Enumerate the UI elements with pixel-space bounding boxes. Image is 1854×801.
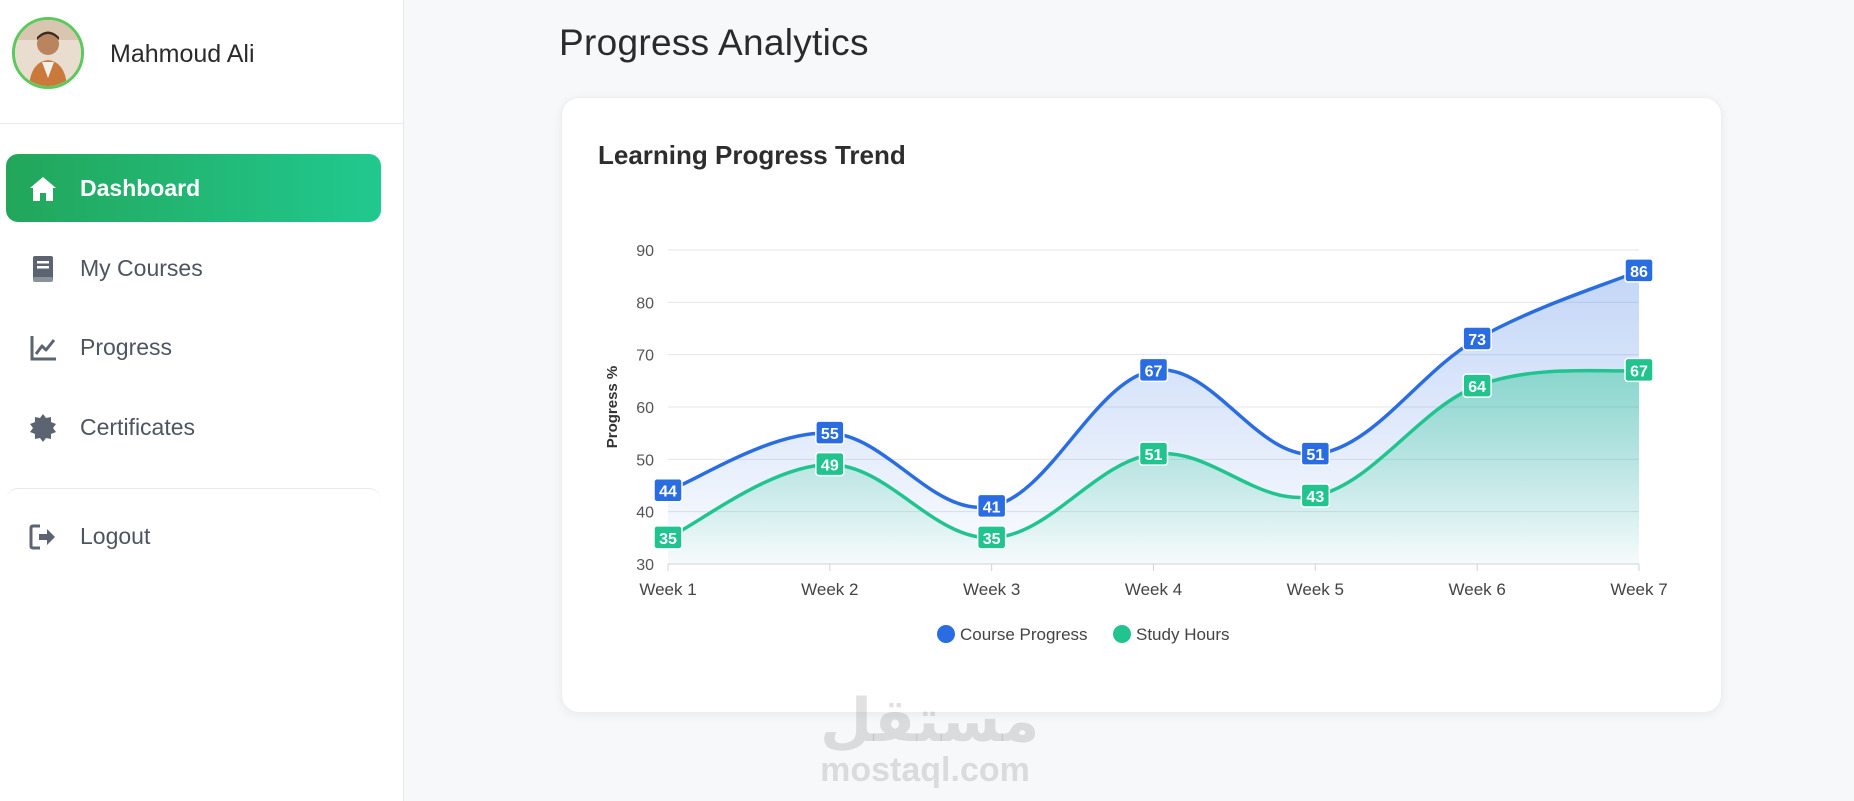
data-label-box bbox=[1138, 357, 1169, 383]
data-label: 51 bbox=[1145, 447, 1163, 464]
data-label: 35 bbox=[659, 531, 677, 548]
data-label: 44 bbox=[659, 484, 677, 501]
x-tick-label: Week 7 bbox=[1610, 580, 1667, 599]
y-tick-label: 40 bbox=[636, 505, 654, 522]
data-label-box bbox=[1138, 441, 1169, 466]
progress-chart: 30 40 50 60 70 80 90 Week 1 Week 2 Week 3 Week 4 We… bbox=[604, 243, 1668, 644]
y-axis-label: Progress % bbox=[604, 366, 621, 449]
data-label: 67 bbox=[1630, 363, 1648, 380]
series-area bbox=[668, 370, 1639, 564]
sidebar-item-progress[interactable]: Progress bbox=[6, 313, 381, 381]
watermark: مستقل mostaql.com bbox=[820, 686, 1040, 789]
card-title: Learning Progress Trend bbox=[598, 140, 906, 170]
sidebar-item-label: Dashboard bbox=[80, 175, 201, 201]
data-label-box bbox=[1624, 357, 1654, 383]
watermark-arabic: مستقل bbox=[820, 686, 1040, 756]
book-icon bbox=[28, 254, 58, 284]
x-tick-label: Week 5 bbox=[1287, 580, 1344, 599]
logout-button[interactable]: Logout bbox=[6, 502, 381, 570]
sidebar-item-label: Progress bbox=[80, 334, 173, 360]
profile-header: Mahmoud Ali bbox=[0, 0, 403, 124]
data-label-box bbox=[653, 477, 683, 503]
data-label-box bbox=[653, 525, 683, 550]
data-label-box bbox=[815, 420, 845, 445]
data-label: 51 bbox=[1306, 447, 1324, 464]
sidebar-divider bbox=[6, 488, 381, 509]
data-label: 35 bbox=[983, 531, 1001, 548]
data-label: 67 bbox=[1145, 363, 1163, 380]
legend-label: Course Progress bbox=[960, 625, 1088, 644]
data-label: 49 bbox=[821, 458, 839, 475]
watermark-latin: mostaql.com bbox=[820, 751, 1030, 789]
sidebar-item-label: My Courses bbox=[80, 255, 203, 281]
x-tick-label: Week 4 bbox=[1125, 580, 1182, 599]
x-tick-label: Week 3 bbox=[963, 580, 1020, 599]
x-tick-label: Week 2 bbox=[801, 580, 858, 599]
sidebar-item-my-courses[interactable]: My Courses bbox=[6, 234, 381, 302]
x-tick-label: Week 1 bbox=[639, 580, 696, 599]
legend-label: Study Hours bbox=[1136, 625, 1230, 644]
data-label: 64 bbox=[1468, 379, 1486, 396]
y-tick-label: 30 bbox=[636, 557, 654, 574]
certificate-icon bbox=[28, 413, 58, 443]
y-tick-label: 90 bbox=[636, 243, 654, 260]
logout-icon bbox=[28, 522, 58, 552]
sidebar-item-certificates[interactable]: Certificates bbox=[6, 393, 381, 461]
data-label-box bbox=[1462, 373, 1492, 398]
data-label: 43 bbox=[1306, 489, 1324, 506]
home-icon bbox=[28, 174, 58, 204]
data-label: 86 bbox=[1630, 264, 1648, 281]
data-label: 41 bbox=[983, 499, 1001, 516]
legend-swatch bbox=[1113, 625, 1131, 643]
sidebar-item-label: Certificates bbox=[80, 414, 196, 440]
sidebar-item-dashboard[interactable]: Dashboard bbox=[6, 154, 381, 222]
y-tick-label: 80 bbox=[636, 295, 654, 312]
y-tick-label: 60 bbox=[636, 400, 654, 417]
data-label-box bbox=[1300, 483, 1331, 508]
avatar-image bbox=[15, 20, 81, 86]
y-tick-label: 50 bbox=[636, 452, 654, 469]
chart-card: Learning Progress Trend 30 40 50 60 70 80 90 We… bbox=[561, 97, 1722, 713]
data-label-box bbox=[976, 525, 1007, 550]
data-label-box bbox=[1300, 441, 1331, 466]
data-label-box bbox=[1624, 258, 1654, 283]
data-label: 73 bbox=[1468, 332, 1486, 349]
avatar[interactable] bbox=[12, 17, 84, 89]
page-title: Progress Analytics bbox=[559, 22, 869, 63]
data-label-box bbox=[1462, 326, 1492, 351]
y-tick-label: 70 bbox=[636, 348, 654, 365]
x-tick-label: Week 6 bbox=[1449, 580, 1506, 599]
data-label-box bbox=[815, 451, 845, 477]
logout-label: Logout bbox=[80, 523, 151, 549]
data-label-box bbox=[976, 493, 1007, 519]
data-label: 55 bbox=[821, 426, 839, 443]
chart-line-icon bbox=[28, 333, 58, 363]
sidebar: Mahmoud Ali Dashboard My Courses Progres… bbox=[0, 0, 404, 801]
legend-swatch bbox=[937, 625, 955, 643]
user-name: Mahmoud Ali bbox=[110, 40, 255, 68]
